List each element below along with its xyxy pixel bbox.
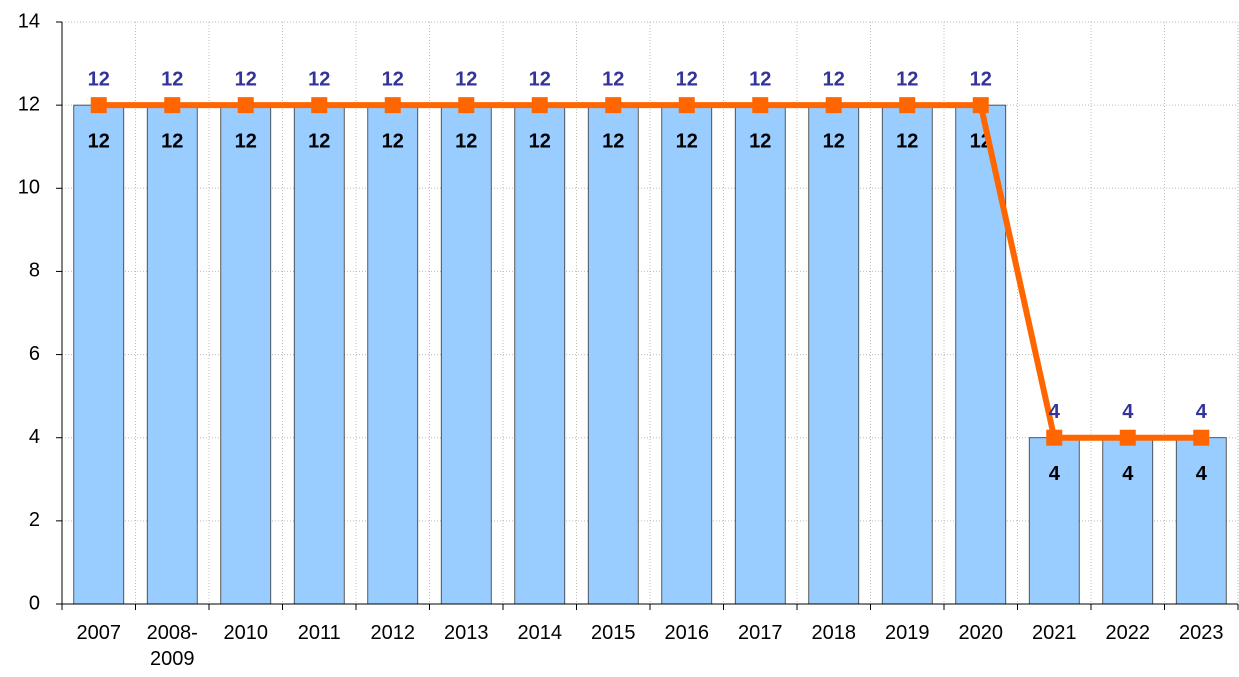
y-tick-label: 10 (18, 177, 40, 199)
x-tick-label: 2019 (885, 622, 930, 644)
bar-value-label: 4 (1196, 463, 1208, 485)
line-value-label: 12 (382, 68, 404, 90)
bar-value-label: 4 (1122, 463, 1134, 485)
bar (734, 104, 786, 605)
x-tick-label: 2014 (517, 622, 563, 644)
x-tick-label: 2013 (444, 622, 489, 644)
bar-value-label: 12 (602, 130, 624, 152)
x-tick-label: 2011 (297, 622, 341, 644)
bar (881, 104, 933, 605)
bar-value-label: 12 (235, 130, 257, 152)
y-tick-label: 4 (29, 426, 40, 448)
x-tick-label: 2017 (738, 622, 783, 644)
line-marker (384, 97, 401, 114)
line-value-label: 4 (1049, 401, 1061, 423)
line-value-label: 4 (1196, 401, 1208, 423)
x-tick-label: 2007 (76, 622, 122, 644)
line-value-label: 12 (308, 68, 330, 90)
bar-value-label: 12 (823, 130, 845, 152)
line-marker (825, 97, 842, 114)
x-tick-label: 2018 (811, 622, 857, 644)
line-value-label: 4 (1122, 401, 1134, 423)
bar (661, 104, 713, 605)
bar-value-label: 12 (161, 130, 183, 152)
x-tick-label: 2015 (591, 622, 636, 644)
bar-value-label: 12 (676, 130, 698, 152)
bar-value-label: 12 (529, 130, 551, 152)
bar (73, 104, 125, 605)
line-marker (531, 97, 548, 114)
x-tick-label: 2022 (1105, 622, 1151, 644)
bar (587, 104, 639, 605)
bar-value-label: 12 (88, 130, 110, 152)
line-value-label: 12 (970, 68, 992, 90)
y-tick-label: 12 (18, 93, 40, 115)
line-marker (678, 97, 695, 114)
bar-value-label: 4 (1049, 463, 1061, 485)
y-tick-label: 14 (18, 10, 40, 32)
x-tick-label: 2012 (370, 622, 416, 644)
line-marker (1046, 429, 1063, 446)
line-value-label: 12 (896, 68, 918, 90)
line-marker (237, 97, 254, 114)
line-value-label: 12 (823, 68, 845, 90)
bar (1102, 437, 1154, 605)
x-tick-label: 2010 (223, 622, 269, 644)
line-value-label: 12 (161, 68, 183, 90)
line-marker (899, 97, 916, 114)
bar (146, 104, 198, 605)
bar (367, 104, 419, 605)
bar-value-label: 12 (896, 130, 918, 152)
y-tick-label: 0 (29, 592, 40, 614)
x-tick-label: 2020 (958, 622, 1004, 644)
bar-value-label: 12 (382, 130, 404, 152)
bar (220, 104, 272, 605)
line-value-label: 12 (529, 68, 551, 90)
bar-value-label: 12 (308, 130, 330, 152)
line-marker (605, 97, 622, 114)
y-tick-label: 6 (29, 343, 40, 365)
line-marker (90, 97, 107, 114)
bar (1028, 437, 1080, 605)
line-marker (972, 97, 989, 114)
x-tick-label: 2023 (1179, 622, 1224, 644)
line-value-label: 12 (455, 68, 477, 90)
line-value-label: 12 (749, 68, 771, 90)
bar-value-label: 12 (455, 130, 477, 152)
line-marker (752, 97, 769, 114)
line (98, 102, 1202, 441)
y-tick-label: 2 (29, 509, 40, 531)
x-tick-label: 2016 (664, 622, 710, 644)
bar (1175, 437, 1227, 605)
line-value-label: 12 (602, 68, 624, 90)
bar (440, 104, 492, 605)
bar (293, 104, 345, 605)
line-value-label: 12 (676, 68, 698, 90)
x-tick-label: 2021 (1032, 622, 1077, 644)
line-marker (311, 97, 328, 114)
line-value-label: 12 (235, 68, 257, 90)
line-marker (458, 97, 475, 114)
bar (514, 104, 566, 605)
line-value-label: 12 (88, 68, 110, 90)
bar (808, 104, 860, 605)
line-marker (164, 97, 181, 114)
line-marker (1193, 429, 1210, 446)
x-tick-label: 2008-2009 (146, 622, 198, 670)
y-tick-label: 8 (29, 260, 40, 282)
line-marker (1119, 429, 1136, 446)
bar-value-label: 12 (749, 130, 771, 152)
